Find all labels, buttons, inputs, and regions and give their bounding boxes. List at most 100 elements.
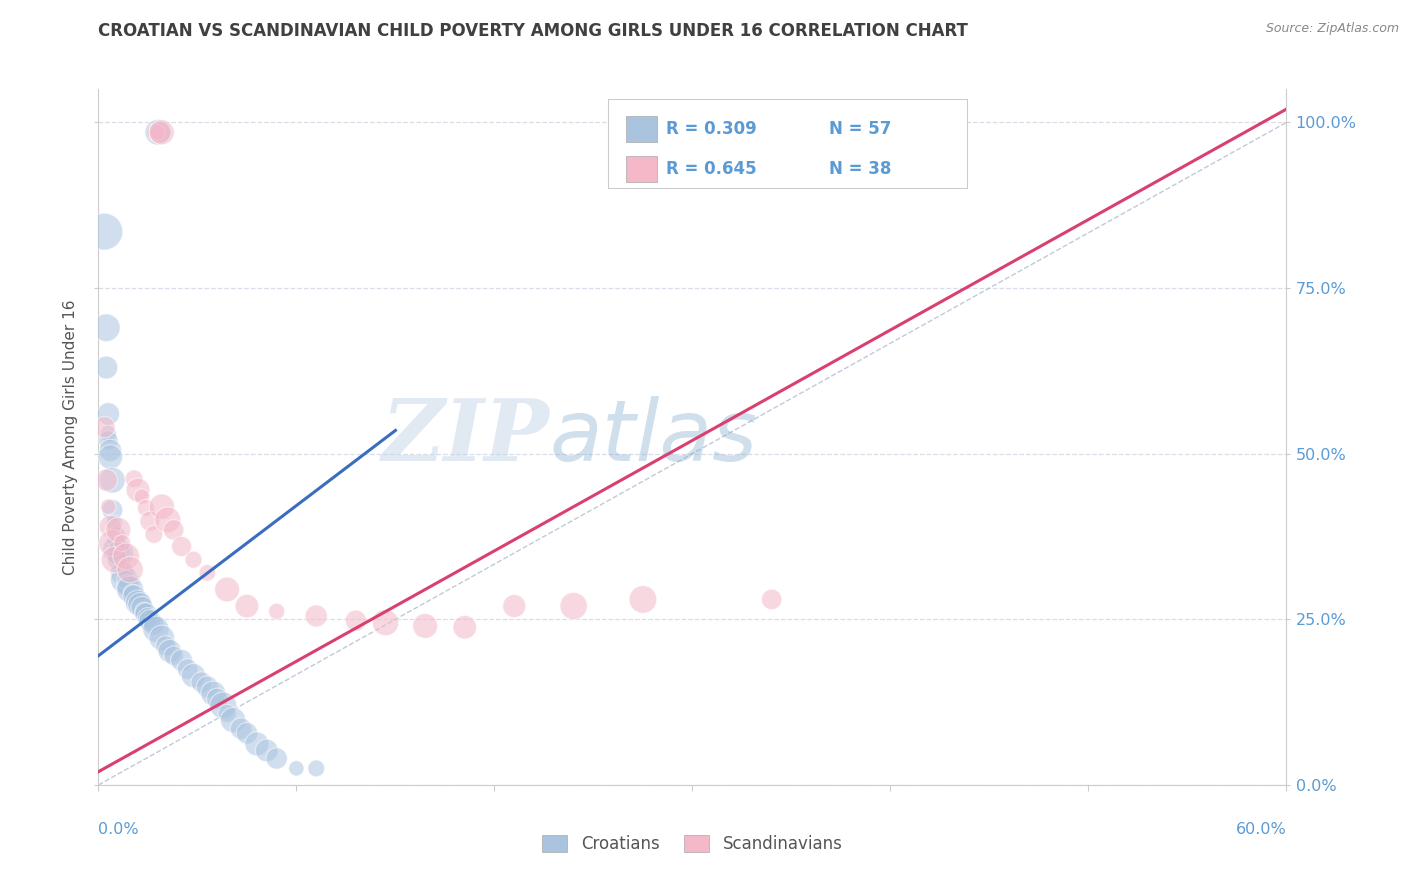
Point <box>413 619 436 633</box>
Point <box>202 686 225 700</box>
Text: 60.0%: 60.0% <box>1236 822 1286 838</box>
Point <box>135 500 157 515</box>
Point <box>145 125 167 139</box>
Point <box>155 639 177 653</box>
Point <box>195 566 218 580</box>
Point <box>149 125 172 139</box>
Text: CROATIAN VS SCANDINAVIAN CHILD POVERTY AMONG GIRLS UNDER 16 CORRELATION CHART: CROATIAN VS SCANDINAVIAN CHILD POVERTY A… <box>98 22 969 40</box>
Point <box>150 125 173 139</box>
Point <box>111 536 134 550</box>
Point <box>150 500 173 514</box>
Point <box>139 614 162 628</box>
Point <box>127 596 149 610</box>
Point <box>631 592 654 607</box>
Point <box>503 599 526 613</box>
Text: R = 0.309: R = 0.309 <box>666 120 756 137</box>
Text: ZIP: ZIP <box>382 395 550 479</box>
Point <box>117 579 139 593</box>
Point <box>454 620 477 634</box>
Point <box>131 490 153 504</box>
Point <box>159 644 181 658</box>
Point <box>105 542 128 557</box>
Point <box>112 573 135 587</box>
Point <box>115 573 138 587</box>
Point <box>131 600 153 615</box>
Point <box>246 737 269 751</box>
Point <box>142 617 165 632</box>
Point <box>236 599 259 613</box>
Point <box>107 542 129 557</box>
Point <box>122 472 145 486</box>
Point <box>103 516 125 531</box>
Point <box>163 648 186 663</box>
Point <box>98 519 121 533</box>
Point <box>93 420 115 434</box>
Point <box>136 611 159 625</box>
Point <box>129 598 152 612</box>
Point <box>217 706 239 721</box>
Text: 0.0%: 0.0% <box>98 822 139 838</box>
Point <box>122 589 145 603</box>
Point <box>222 713 245 727</box>
Point <box>285 761 308 775</box>
Point <box>229 722 252 736</box>
Point <box>142 527 165 541</box>
Point <box>103 552 125 566</box>
Point <box>183 552 205 566</box>
Point <box>146 125 169 139</box>
Point <box>127 483 149 497</box>
Point <box>195 680 218 694</box>
Point <box>149 125 172 139</box>
Point <box>101 503 124 517</box>
Point <box>97 426 120 441</box>
Point <box>105 529 128 543</box>
Point <box>374 615 396 630</box>
Point <box>135 607 157 621</box>
Point <box>146 125 169 139</box>
Point <box>266 751 288 765</box>
Point <box>108 546 131 560</box>
Legend: Croatians, Scandinavians: Croatians, Scandinavians <box>536 829 849 860</box>
Point <box>145 622 167 636</box>
Point <box>190 675 212 690</box>
Point <box>207 691 229 706</box>
Point <box>761 592 783 607</box>
Point <box>150 631 173 645</box>
Point <box>156 513 179 527</box>
Text: Source: ZipAtlas.com: Source: ZipAtlas.com <box>1265 22 1399 36</box>
Point <box>305 761 328 775</box>
Point <box>96 473 118 487</box>
Text: N = 38: N = 38 <box>830 160 891 178</box>
Point <box>96 320 118 334</box>
Point <box>344 614 367 628</box>
Point <box>217 582 239 597</box>
Point <box>96 360 118 375</box>
Text: atlas: atlas <box>550 395 758 479</box>
Point <box>305 609 328 624</box>
Point <box>139 514 162 528</box>
Point <box>120 563 142 577</box>
Point <box>101 536 124 550</box>
Point <box>93 225 115 239</box>
Y-axis label: Child Poverty Among Girls Under 16: Child Poverty Among Girls Under 16 <box>63 300 79 574</box>
Point <box>98 443 121 458</box>
Point <box>120 582 142 597</box>
Point <box>142 125 165 139</box>
Point <box>121 586 143 600</box>
Point <box>97 500 120 514</box>
Point <box>176 662 198 676</box>
Point <box>170 653 193 667</box>
Point <box>97 434 120 448</box>
Point <box>132 604 155 618</box>
Point <box>163 523 186 537</box>
Point <box>256 743 278 757</box>
Point <box>236 726 259 740</box>
Point <box>115 549 138 564</box>
Point <box>212 698 235 713</box>
Point <box>170 540 193 554</box>
Point <box>562 599 585 613</box>
Point <box>111 559 134 574</box>
Text: N = 57: N = 57 <box>830 120 891 137</box>
Point <box>183 668 205 682</box>
Point <box>107 523 129 537</box>
